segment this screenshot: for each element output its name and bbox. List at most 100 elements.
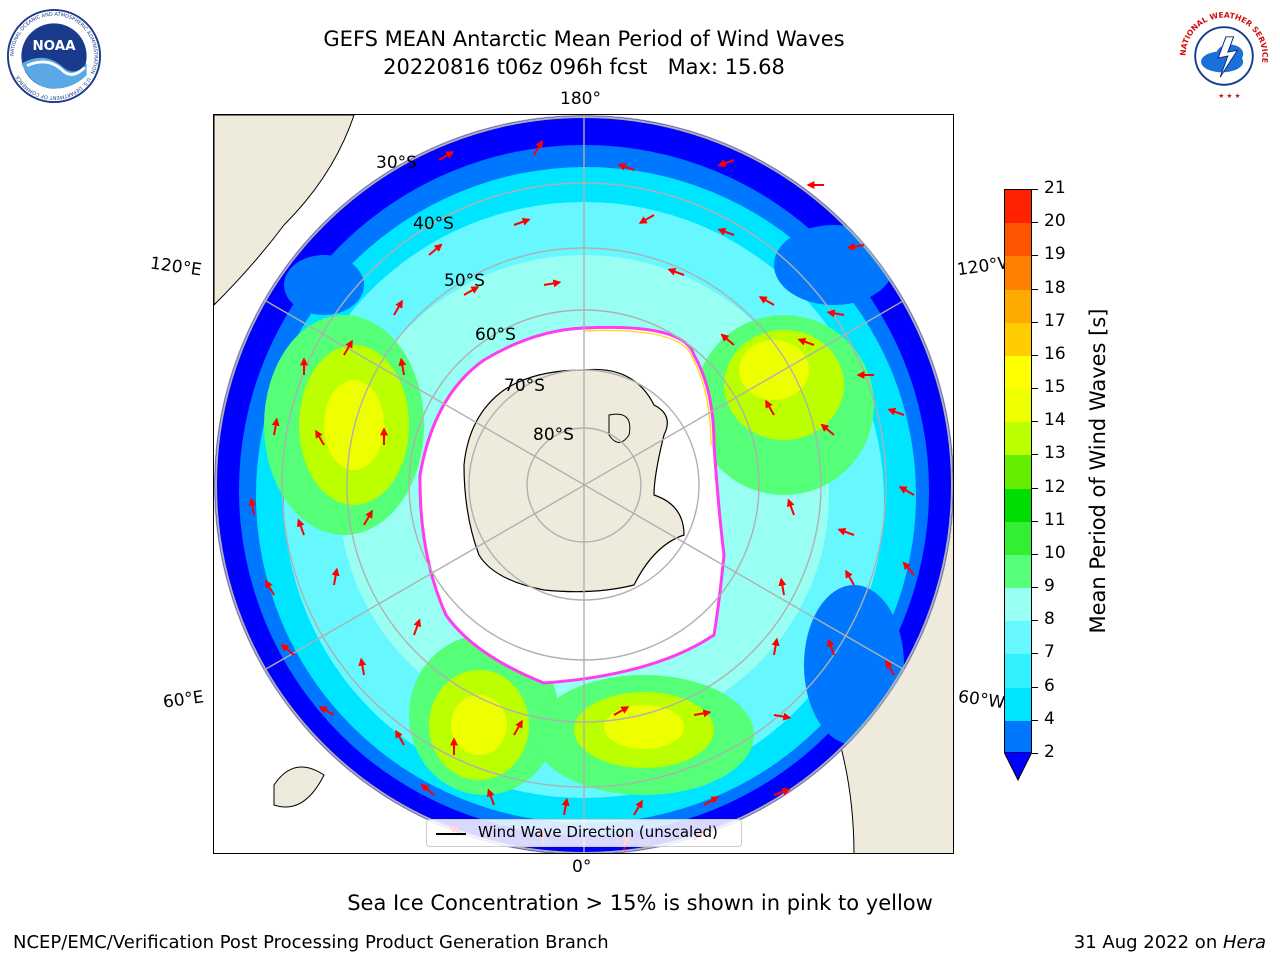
lon-label-0: 0° (572, 857, 592, 877)
wave-direction-arrow (613, 706, 630, 716)
colorbar-tick-label: 7 (1044, 642, 1055, 663)
colorbar-segment (1005, 588, 1031, 622)
legend-label: Wind Wave Direction (unscaled) (478, 823, 718, 841)
colorbar-tick-label: 18 (1044, 277, 1066, 298)
lat-label-80s: 80°S (533, 425, 574, 445)
legend-line-sample (436, 833, 466, 835)
colorbar-tick-label: 10 (1044, 542, 1066, 563)
polar-map (214, 115, 953, 853)
colorbar-segment (1005, 621, 1031, 655)
lon-label-60e: 60°E (161, 687, 206, 713)
map-legend: Wind Wave Direction (unscaled) (426, 819, 742, 847)
colorbar-segment (1005, 720, 1031, 754)
wave-direction-arrow (358, 657, 367, 676)
wave-direction-arrow (617, 162, 635, 171)
wave-direction-arrow (315, 429, 325, 446)
map-boundary (215, 116, 953, 853)
colorbar-segment (1005, 455, 1031, 489)
footer-host: Hera (1222, 932, 1266, 953)
svg-text:★ ★ ★: ★ ★ ★ (1218, 92, 1240, 100)
lon-label-60w: 60°W (956, 686, 1006, 714)
colorbar-segment (1005, 256, 1031, 290)
lat-label-40s: 40°S (413, 214, 454, 234)
colorbar-tick-mark (1032, 719, 1038, 721)
wave-direction-arrow (765, 399, 775, 416)
wave-direction-arrow (513, 217, 531, 226)
wave-direction-arrow (428, 243, 443, 256)
colorbar-tick-mark (1032, 189, 1038, 190)
colorbar (1004, 189, 1032, 754)
wave-direction-arrow (826, 638, 835, 656)
wave-direction-arrow (846, 242, 865, 251)
wave-direction-arrow (773, 712, 792, 721)
colorbar-tick-label: 17 (1044, 310, 1066, 331)
colorbar-tick-label: 11 (1044, 509, 1066, 530)
wave-direction-arrow (887, 407, 905, 416)
wave-direction-arrow (486, 788, 495, 806)
colorbar-segment (1005, 355, 1031, 390)
wave-direction-arrow (898, 486, 915, 496)
wave-direction-arrow (758, 296, 775, 306)
wave-direction-arrow (633, 799, 643, 816)
wave-direction-arrow (778, 577, 787, 596)
wave-direction-arrow (717, 227, 735, 236)
wave-direction-arrow (533, 139, 543, 156)
colorbar-tick-mark (1032, 321, 1038, 323)
colorbar-segment (1005, 190, 1031, 224)
wave-direction-arrow (561, 797, 570, 816)
wave-direction-arrow (820, 423, 835, 436)
colorbar-segment (1005, 521, 1031, 555)
wave-direction-arrow (773, 787, 791, 796)
wave-direction-arrow (703, 796, 720, 806)
wave-direction-arrow (902, 561, 915, 576)
colorbar-tick-mark (1032, 288, 1038, 290)
wave-direction-arrow (885, 659, 895, 676)
lat-label-30s: 30°S (376, 153, 417, 173)
colorbar-tick-label: 9 (1044, 576, 1055, 597)
lat-label-50s: 50°S (444, 271, 485, 291)
colorbar-tick-mark (1032, 753, 1038, 754)
wave-direction-arrow (513, 719, 523, 736)
colorbar-tick-mark (1032, 620, 1038, 622)
lat-label-70s: 70°S (504, 376, 545, 396)
forecast-subtitle: 20220816 t06z 096h fcst Max: 15.68 (383, 55, 785, 79)
wave-direction-arrow (265, 579, 275, 596)
wave-direction-arrow (771, 637, 780, 656)
colorbar-tick-label: 13 (1044, 443, 1066, 464)
colorbar-extend-below (1004, 752, 1032, 782)
lon-label-180: 180° (560, 89, 601, 109)
colorbar-tick-label: 4 (1044, 708, 1055, 729)
page-title: GEFS MEAN Antarctic Mean Period of Wind … (323, 27, 845, 51)
wave-direction-arrow (638, 214, 655, 224)
wave-direction-arrow (543, 279, 562, 288)
footer-date-text: 31 Aug 2022 on (1073, 932, 1223, 953)
wave-direction-arrow (463, 286, 480, 296)
wave-direction-arrow (331, 567, 340, 586)
noaa-logo: NATIONAL OCEANIC AND ATMOSPHERIC ADMINIS… (6, 8, 102, 104)
wave-direction-arrow (296, 518, 305, 536)
wave-direction-arrow (318, 706, 335, 716)
colorbar-tick-label: 2 (1044, 742, 1055, 762)
colorbar-segment (1005, 654, 1031, 688)
wave-direction-arrow (717, 159, 735, 168)
wave-direction-arrow (395, 729, 405, 746)
colorbar-segment (1005, 488, 1031, 522)
wave-direction-arrow (438, 151, 455, 161)
colorbar-tick-label: 6 (1044, 675, 1055, 696)
wave-direction-arrow (837, 527, 855, 536)
wave-direction-arrow (398, 357, 407, 376)
colorbar-tick-label: 12 (1044, 476, 1066, 497)
colorbar-tick-label: 19 (1044, 244, 1066, 265)
colorbar-tick-mark (1032, 487, 1038, 489)
wave-direction-arrow (248, 497, 257, 516)
footer-date: 31 Aug 2022 on Hera (1074, 932, 1266, 953)
colorbar-tick-mark (1032, 388, 1038, 390)
wave-direction-arrow (363, 509, 373, 526)
colorbar-segment (1005, 422, 1031, 456)
wave-direction-arrow (420, 783, 435, 796)
footer-credit: NCEP/EMC/Verification Post Processing Pr… (13, 932, 609, 953)
colorbar-tick-label: 15 (1044, 377, 1066, 398)
colorbar-label: Mean Period of Wind Waves [s] (1086, 308, 1110, 634)
map-panel: 30°S 40°S 50°S 60°S 70°S 80°S Wind Wave … (213, 114, 954, 854)
wave-direction-arrow (693, 709, 712, 718)
